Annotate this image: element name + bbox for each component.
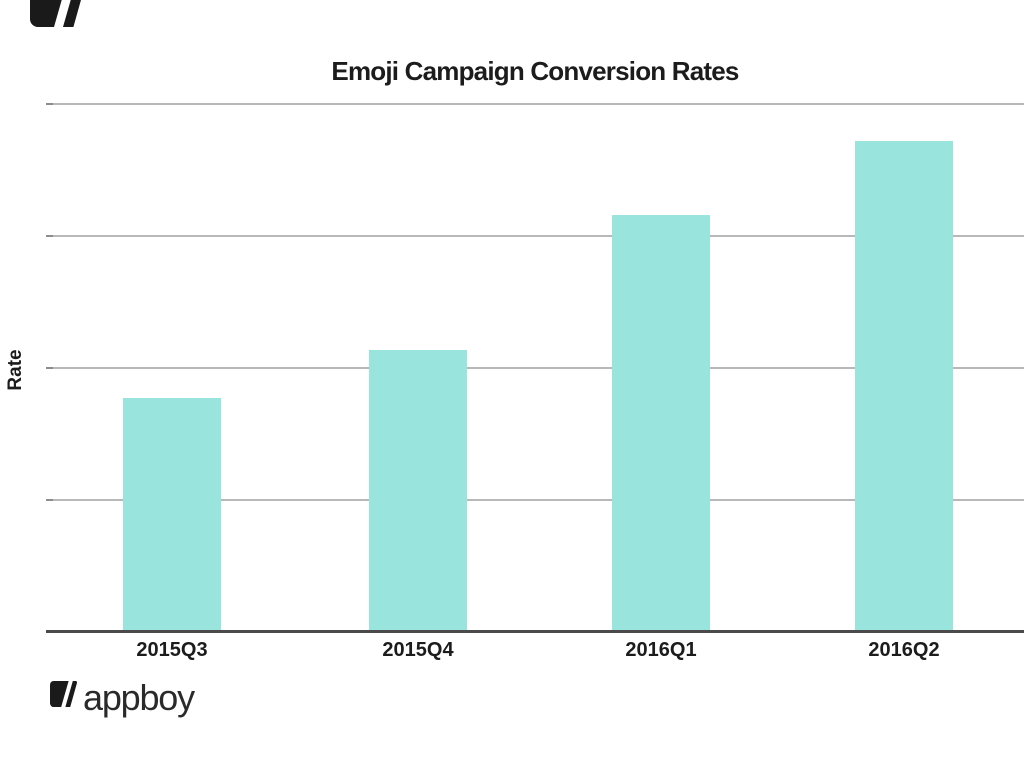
appboy-logo-text: appboy [83, 677, 195, 718]
chart-title: Emoji Campaign Conversion Rates [331, 56, 739, 86]
appboy-slash-icon [50, 680, 77, 708]
gridline [46, 235, 1024, 237]
appboy-mark-icon [50, 680, 77, 708]
x-tick-label-2015Q4: 2015Q4 [382, 639, 454, 661]
appboy-logo: appboy [50, 677, 195, 718]
x-tick-label-2016Q2: 2016Q2 [868, 639, 940, 661]
bar-2015Q3 [123, 398, 221, 632]
appboy-mark-cropped-icon [30, 0, 88, 27]
x-tick-label-2016Q1: 2016Q1 [625, 639, 697, 661]
gridline [46, 499, 1024, 501]
gridline [46, 103, 1024, 105]
bar-2015Q4 [369, 349, 467, 632]
x-axis-line [46, 630, 1024, 633]
gridline [46, 367, 1024, 369]
bar-2016Q2 [855, 141, 953, 632]
bar-2016Q1 [612, 214, 710, 632]
x-tick-label-2015Q3: 2015Q3 [136, 639, 208, 661]
appboy-slash-icon [30, 0, 81, 27]
